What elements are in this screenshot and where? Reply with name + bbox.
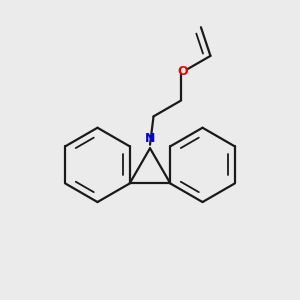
Text: N: N xyxy=(145,132,155,146)
Text: O: O xyxy=(178,65,188,78)
